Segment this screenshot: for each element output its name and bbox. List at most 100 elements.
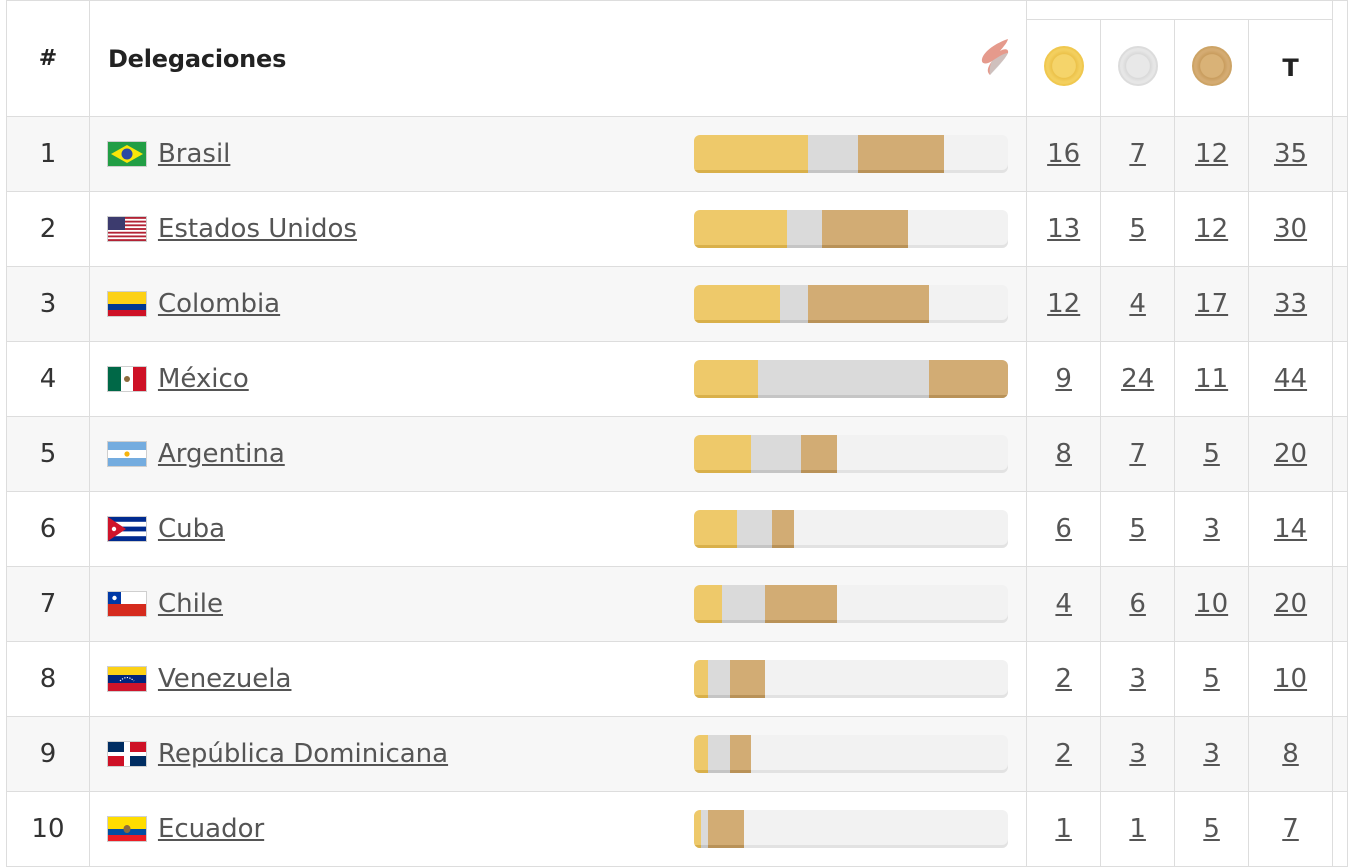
gold-count-link[interactable]: 1 [1055,814,1072,844]
gold-bar-segment [693,510,737,548]
bronze-count-link[interactable]: 3 [1203,739,1220,769]
gold-count-link[interactable]: 4 [1055,589,1072,619]
total-count-link[interactable]: 44 [1273,364,1308,394]
gold-cell: 13 [1026,191,1102,267]
total-count-link[interactable]: 14 [1273,514,1308,544]
total-count-link[interactable]: 30 [1273,214,1308,244]
silver-cell: 3 [1100,716,1176,792]
gold-count-link[interactable]: 2 [1055,664,1072,694]
row-edge [1331,416,1348,492]
total-count-link[interactable]: 10 [1273,664,1308,694]
gold-bar-segment [693,435,752,473]
bronze-count-link[interactable]: 3 [1203,514,1220,544]
table-edge [1331,0,1348,117]
total-cell: 10 [1248,641,1333,717]
gold-count-link[interactable]: 16 [1047,139,1081,169]
silver-bar-segment [751,435,801,473]
silver-count-link[interactable]: 5 [1129,214,1146,244]
silver-count-link[interactable]: 1 [1129,814,1146,844]
silver-count-link[interactable]: 7 [1129,439,1146,469]
bronze-count-link[interactable]: 12 [1195,139,1229,169]
delegation-cell: México [88,341,1028,417]
bronze-count-link[interactable]: 5 [1203,664,1220,694]
country-link[interactable]: Venezuela [157,664,292,694]
rank-cell: 1 [6,116,90,192]
gold-cell: 2 [1026,716,1102,792]
gold-bar-segment [693,735,709,773]
gold-cell: 12 [1026,266,1102,342]
gold-bar-segment [693,135,809,173]
medal-distribution-bar [693,660,1008,698]
rank-cell: 2 [6,191,90,267]
total-count-link[interactable]: 20 [1273,439,1308,469]
rank-cell: 5 [6,416,90,492]
total-count-link[interactable]: 33 [1273,289,1308,319]
row-edge [1331,566,1348,642]
silver-count-link[interactable]: 3 [1129,739,1146,769]
gold-cell: 16 [1026,116,1102,192]
silver-bar-segment [701,810,709,848]
silver-count-link[interactable]: 4 [1129,289,1146,319]
silver-bar-segment [808,135,859,173]
mexico-flag-icon [107,367,146,391]
gold-count-link[interactable]: 12 [1047,289,1081,319]
silver-count-link[interactable]: 3 [1129,664,1146,694]
silver-medal-icon [1117,46,1158,86]
cuba-flag-icon [107,517,146,541]
bronze-cell: 3 [1174,716,1250,792]
bronze-cell: 12 [1174,116,1250,192]
rank-cell: 8 [6,641,90,717]
gold-count-link[interactable]: 2 [1055,739,1072,769]
delegation-cell: República Dominicana [88,716,1028,792]
medal-table-body: 1 Brasil 16 7 12 35 2 Estados Unidos 13 5 12 30 3 Col… [6,116,1348,867]
row-edge [1331,191,1348,267]
country-link[interactable]: Ecuador [157,814,265,844]
bronze-count-link[interactable]: 11 [1195,364,1229,394]
silver-count-link[interactable]: 24 [1121,364,1155,394]
gold-count-link[interactable]: 13 [1047,214,1081,244]
bronze-count-link[interactable]: 17 [1195,289,1229,319]
silver-count-link[interactable]: 6 [1129,589,1146,619]
bronze-count-link[interactable]: 10 [1195,589,1229,619]
country-link[interactable]: Cuba [157,514,226,544]
gold-count-link[interactable]: 8 [1055,439,1072,469]
gold-count-link[interactable]: 6 [1055,514,1072,544]
total-count-link[interactable]: 35 [1273,139,1308,169]
country-link[interactable]: República Dominicana [157,739,449,769]
medal-distribution-bar [693,135,1008,173]
silver-cell: 5 [1100,491,1176,567]
country-link[interactable]: Argentina [157,439,285,469]
silver-cell: 5 [1100,191,1176,267]
bronze-count-link[interactable]: 5 [1203,439,1220,469]
medal-distribution-bar [693,585,1008,623]
silver-bar-segment [779,285,809,323]
total-count-link[interactable]: 8 [1282,739,1299,769]
table-row: 5 Argentina 8 7 5 20 [6,416,1348,492]
table-row: 2 Estados Unidos 13 5 12 30 [6,191,1348,267]
gold-count-link[interactable]: 9 [1055,364,1072,394]
bronze-count-link[interactable]: 12 [1195,214,1229,244]
medal-distribution-bar [693,510,1008,548]
bronze-count-link[interactable]: 5 [1203,814,1220,844]
bronze-cell: 3 [1174,491,1250,567]
silver-bar-segment [786,210,823,248]
total-cell: 14 [1248,491,1333,567]
row-edge [1331,491,1348,567]
country-link[interactable]: Colombia [157,289,281,319]
country-link[interactable]: Brasil [157,139,231,169]
silver-cell: 1 [1100,791,1176,867]
total-count-link[interactable]: 7 [1282,814,1299,844]
silver-count-link[interactable]: 5 [1129,514,1146,544]
table-row: 10 Ecuador 1 1 5 7 [6,791,1348,867]
country-link[interactable]: Chile [157,589,224,619]
delegation-cell: Venezuela [88,641,1028,717]
silver-bar-segment [708,735,730,773]
total-cell: 8 [1248,716,1333,792]
country-link[interactable]: Estados Unidos [157,214,357,244]
medal-table-page: # Delegaciones T 1 Brasil 16 7 12 35 2 Estados … [6,0,1348,867]
silver-count-link[interactable]: 7 [1129,139,1146,169]
total-count-link[interactable]: 20 [1273,589,1308,619]
silver-cell: 4 [1100,266,1176,342]
delegation-cell: Ecuador [88,791,1028,867]
country-link[interactable]: México [157,364,249,394]
